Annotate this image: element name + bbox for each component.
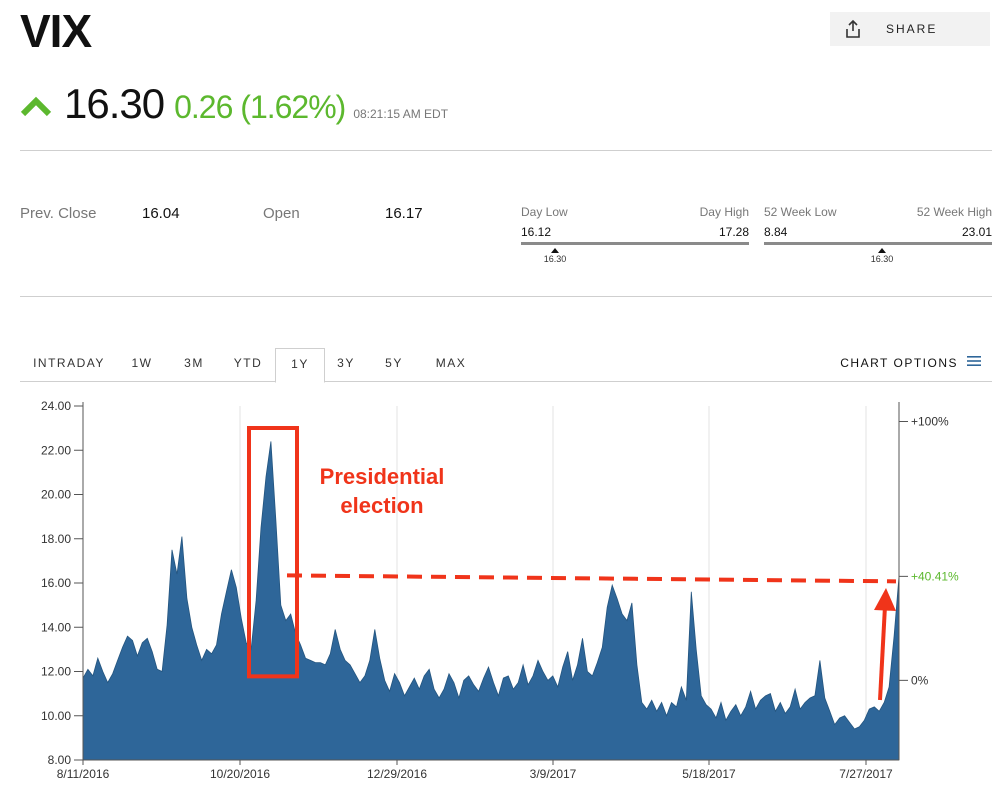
week52-current-value: 16.30 [870, 254, 894, 264]
y-tick-label: 10.00 [41, 709, 71, 723]
day-high-value: 17.28 [718, 225, 749, 239]
y-tick-label: 18.00 [41, 532, 71, 546]
week52-range: 52 Week Low 52 Week High 8.84 23.01 [764, 205, 992, 245]
right-tick-label: +40.41% [911, 569, 959, 583]
arrow-shaft [878, 605, 887, 701]
annotation-label-line1: Presidential [320, 464, 445, 489]
vix-area-chart[interactable]: 8/11/2016 10/20/2016 12/29/2016 3/9/2017 5/1… [0, 392, 1000, 788]
tab-3y[interactable]: 3Y [337, 356, 355, 370]
tabs-baseline [20, 381, 992, 382]
dashed-level-line [286, 573, 897, 584]
x-tick-label: 3/9/2017 [530, 767, 577, 781]
ticker-symbol: VIX [20, 5, 92, 57]
prev-close-label: Prev. Close [20, 205, 97, 222]
vix-area [82, 441, 900, 761]
price-change: 0.26 (1.62%) [174, 89, 346, 125]
tab-max[interactable]: MAX [435, 356, 467, 370]
tab-5y[interactable]: 5Y [385, 356, 403, 370]
right-tick-label: 0% [911, 673, 929, 687]
week52-high-label: 52 Week High [916, 205, 992, 219]
tab-intraday[interactable]: INTRADAY [33, 356, 105, 370]
current-price: 16.30 [64, 80, 165, 127]
annotation-label-line2: election [340, 493, 423, 518]
right-tick-label: +100% [911, 414, 949, 428]
day-high-label: Day High [699, 205, 749, 219]
day-current-value: 16.30 [543, 254, 567, 264]
open-value: 16.17 [385, 205, 423, 222]
election-highlight-box [247, 426, 299, 679]
x-tick-label: 8/11/2016 [57, 767, 110, 781]
week52-high-value: 23.01 [961, 225, 992, 239]
share-button[interactable]: SHARE [830, 12, 990, 46]
quote-timestamp: 08:21:15 AM EDT [353, 107, 449, 121]
x-tick-label: 12/29/2016 [367, 767, 427, 781]
x-tick-label: 7/27/2017 [839, 767, 893, 781]
y-tick-label: 16.00 [41, 576, 71, 590]
divider-top [20, 150, 992, 151]
day-range-marker: 16.30 [535, 248, 575, 264]
menu-icon [966, 348, 982, 378]
tab-ytd[interactable]: YTD [233, 356, 263, 370]
y-tick-label: 8.00 [48, 753, 72, 767]
week52-range-marker: 16.30 [862, 248, 902, 264]
chart-options-button[interactable]: CHART OPTIONS [840, 348, 982, 378]
range-tabs: INTRADAY 1W 3M YTD 1Y 3Y 5Y MAX CHART OP… [20, 348, 992, 383]
day-low-label: Day Low [521, 205, 568, 219]
share-icon [838, 19, 868, 39]
x-tick-label: 5/18/2017 [682, 767, 736, 781]
share-label: SHARE [886, 22, 938, 36]
y-tick-label: 12.00 [41, 665, 71, 679]
day-range-bar [521, 242, 749, 245]
day-range: Day Low Day High 16.12 17.28 [521, 205, 749, 245]
day-low-value: 16.12 [521, 225, 552, 239]
up-arrow-icon [20, 92, 52, 120]
prev-close-value: 16.04 [142, 205, 180, 222]
open-label: Open [263, 205, 300, 222]
arrow-head [874, 588, 896, 611]
chart-options-label: CHART OPTIONS [840, 356, 958, 370]
tab-3m[interactable]: 3M [184, 356, 204, 370]
divider-middle [20, 296, 992, 297]
y-tick-label: 22.00 [41, 443, 71, 457]
x-tick-label: 10/20/2016 [210, 767, 270, 781]
y-tick-label: 20.00 [41, 488, 71, 502]
chart-series [82, 441, 900, 761]
chart-annotations: Presidential election [247, 426, 897, 701]
price-row: 16.30 0.26 (1.62%) 08:21:15 AM EDT [20, 80, 448, 132]
week52-low-value: 8.84 [764, 225, 788, 239]
week52-low-label: 52 Week Low [764, 205, 837, 219]
y-tick-label: 14.00 [41, 620, 71, 634]
tab-1y[interactable]: 1Y [275, 348, 325, 383]
chart-axes: 8/11/2016 10/20/2016 12/29/2016 3/9/2017 5/1… [41, 399, 959, 781]
y-tick-label: 24.00 [41, 399, 71, 413]
tab-1w[interactable]: 1W [131, 356, 153, 370]
week52-range-bar [764, 242, 992, 245]
